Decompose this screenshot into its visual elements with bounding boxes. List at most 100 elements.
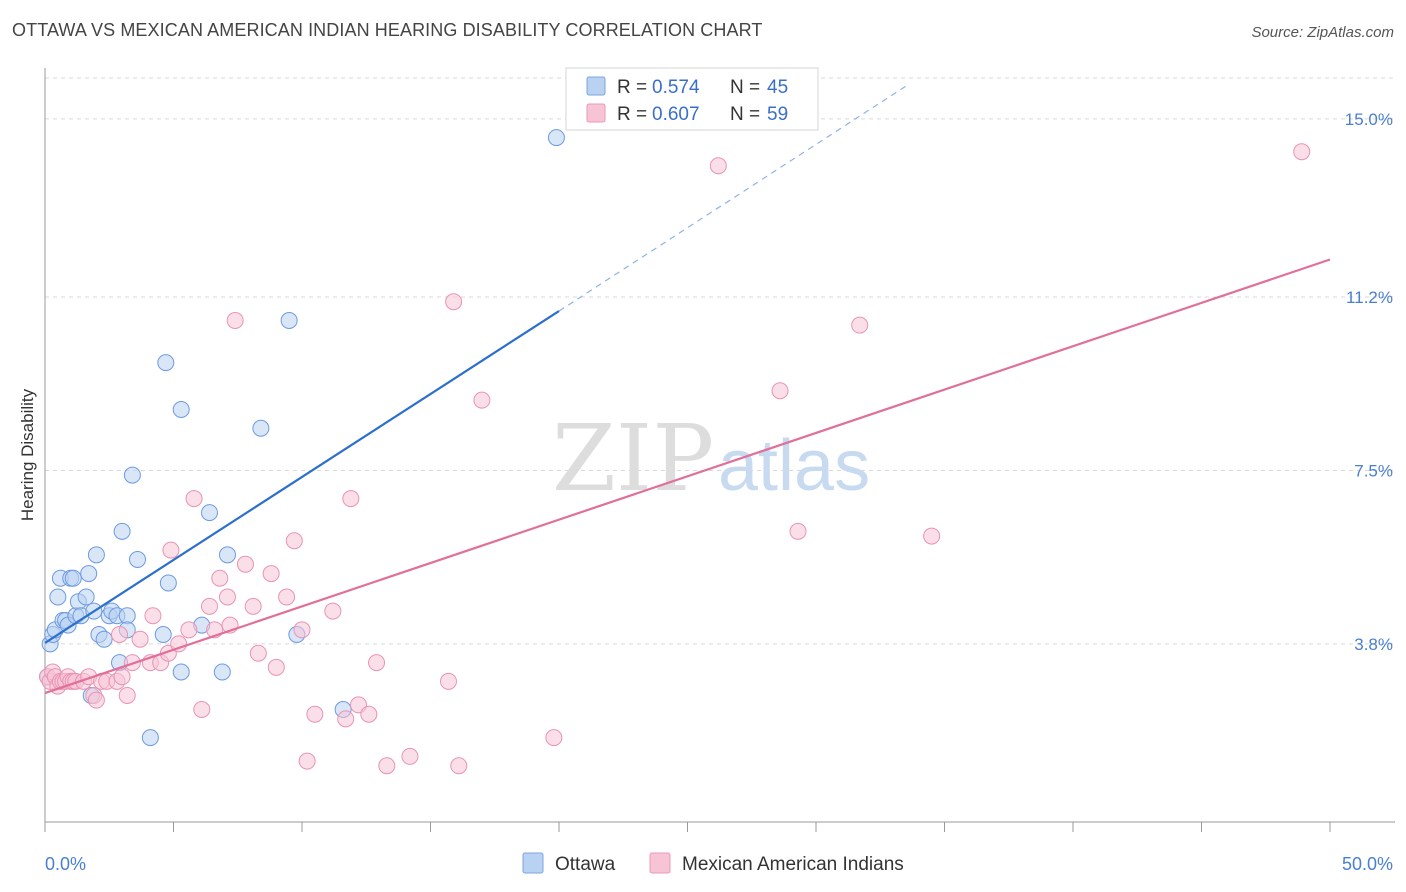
data-point: [293, 621, 311, 639]
data-point: [131, 630, 149, 648]
legend-r-ottawa: 0.574: [652, 77, 700, 98]
data-point: [129, 551, 147, 568]
data-point: [159, 574, 177, 592]
data-point: [141, 729, 159, 747]
data-point: [445, 293, 463, 311]
y-tick-label: 15.0%: [1345, 110, 1393, 129]
data-point: [172, 663, 190, 681]
data-point: [193, 701, 211, 718]
y-tick-label: 7.5%: [1354, 461, 1393, 480]
data-point: [123, 466, 141, 484]
data-point: [285, 532, 303, 550]
bottom-legend: Ottawa Mexican American Indians: [522, 852, 904, 875]
data-point: [226, 311, 244, 329]
data-point: [851, 316, 869, 334]
data-point: [236, 555, 254, 573]
series-mexican-american-indians: [39, 143, 1311, 775]
y-tick-label: 11.2%: [1346, 288, 1393, 307]
legend-n-mexican: 59: [767, 104, 788, 125]
data-point: [267, 658, 285, 676]
data-point: [439, 672, 457, 690]
x-tick-label-min: 0.0%: [45, 854, 86, 874]
trend-lines: [44, 85, 1331, 695]
tick-labels: 3.8% 7.5% 11.2% 15.0% 0.0% 50.0%: [45, 110, 1393, 874]
data-points: [39, 129, 1311, 775]
data-point: [298, 752, 316, 770]
source-credit: Source: ZipAtlas.com: [1251, 24, 1394, 41]
watermark: ZIP atlas: [552, 405, 870, 512]
data-point: [771, 382, 789, 400]
data-point: [170, 635, 188, 653]
data-point: [278, 588, 296, 606]
data-point: [218, 546, 236, 564]
data-point: [306, 705, 324, 723]
data-point: [113, 522, 131, 540]
data-point: [77, 588, 95, 606]
bottom-legend-ottawa: Ottawa: [555, 854, 616, 875]
data-point: [249, 644, 267, 662]
legend-r-label-ottawa: R =: [617, 77, 647, 98]
data-point: [185, 490, 203, 508]
data-point: [118, 686, 136, 704]
y-axis-title: Hearing Disability: [18, 388, 37, 521]
data-point: [923, 527, 941, 545]
data-point: [211, 569, 229, 587]
data-point: [450, 757, 468, 775]
legend-swatch-mexican: [586, 103, 606, 123]
data-point: [473, 391, 491, 409]
data-point: [213, 663, 231, 681]
data-point: [64, 569, 82, 587]
data-point: [218, 588, 236, 606]
data-point: [342, 490, 360, 508]
data-point: [368, 654, 386, 672]
data-point: [545, 729, 563, 747]
axes: [44, 68, 1395, 832]
data-point: [49, 588, 67, 606]
trend-line-ottawa-extension: [558, 85, 907, 312]
data-point: [789, 522, 807, 540]
data-point: [709, 157, 727, 175]
data-point: [113, 668, 131, 686]
chart-title: OTTAWA VS MEXICAN AMERICAN INDIAN HEARIN…: [12, 20, 763, 40]
y-tick-label: 3.8%: [1354, 635, 1393, 654]
data-point: [547, 129, 565, 147]
legend-r-label-mexican: R =: [617, 104, 647, 125]
legend-n-label-mexican: N =: [730, 104, 760, 125]
data-point: [80, 565, 98, 583]
watermark-atlas: atlas: [718, 426, 870, 506]
data-point: [360, 705, 378, 723]
data-point: [87, 546, 105, 564]
data-point: [172, 401, 190, 418]
data-point: [280, 311, 298, 329]
data-point: [200, 597, 218, 615]
x-tick-label-max: 50.0%: [1342, 854, 1393, 874]
data-point: [200, 504, 218, 522]
data-point: [157, 354, 175, 372]
trend-line-mexican-american-indians: [44, 258, 1331, 695]
data-point: [1293, 143, 1311, 161]
trend-line-ottawa: [44, 310, 560, 644]
data-point: [162, 541, 180, 559]
data-point: [337, 710, 355, 728]
series-ottawa: [39, 129, 565, 747]
data-point: [252, 419, 270, 437]
legend-n-label-ottawa: N =: [730, 77, 760, 98]
legend-n-ottawa: 45: [767, 77, 788, 98]
data-point: [324, 602, 342, 620]
legend: R = 0.574 N = 45 R = 0.607 N = 59: [565, 67, 819, 131]
data-point: [144, 607, 162, 625]
bottom-legend-swatch-ottawa: [522, 852, 544, 874]
legend-r-mexican: 0.607: [652, 104, 700, 125]
data-point: [87, 691, 105, 709]
data-point: [262, 565, 280, 583]
data-point: [95, 630, 113, 648]
watermark-zip: ZIP: [552, 405, 714, 512]
data-point: [244, 597, 262, 615]
data-point: [378, 757, 396, 775]
data-point: [180, 621, 198, 639]
data-point: [111, 626, 129, 643]
data-point: [401, 747, 419, 765]
data-point: [154, 626, 172, 643]
bottom-legend-mexican: Mexican American Indians: [682, 854, 904, 875]
